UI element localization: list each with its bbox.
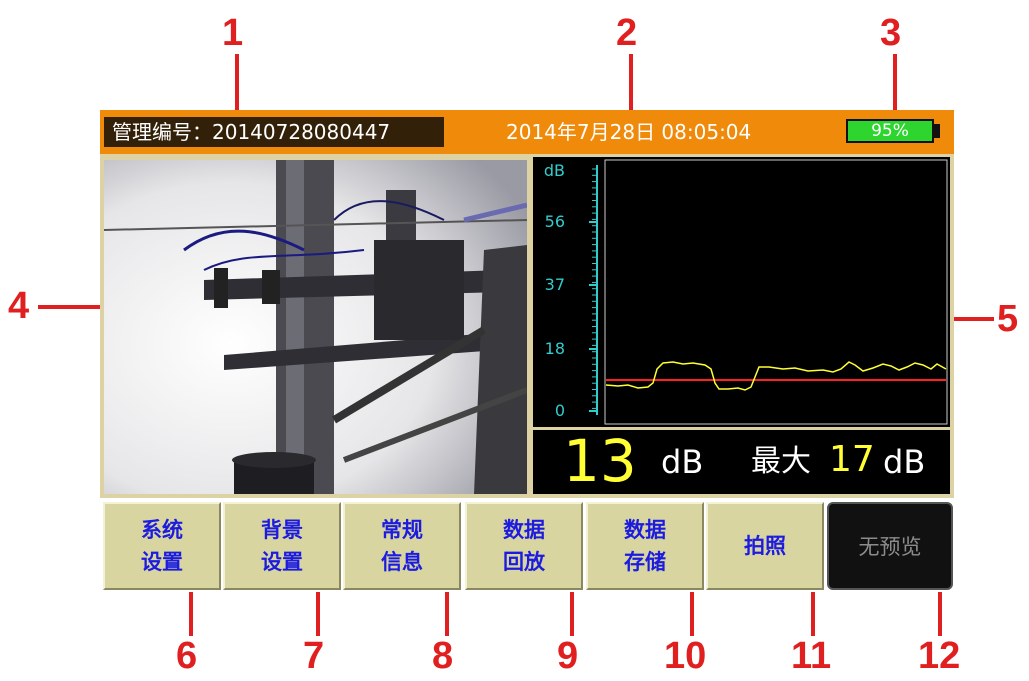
decibel-graph: dB 56 37 18 0	[533, 157, 950, 427]
data-storage-button[interactable]: 数据 存储	[586, 502, 704, 590]
callout-8-line	[445, 564, 449, 636]
background-settings-line1: 背景	[261, 518, 303, 542]
callout-12-line	[938, 556, 942, 636]
y-minor-ticks	[592, 168, 597, 409]
battery-icon	[846, 119, 934, 143]
general-info-button[interactable]: 常规 信息	[343, 502, 461, 590]
current-level-value: 13	[563, 427, 637, 495]
level-readout: 13 dB 最大 17 dB	[533, 427, 950, 495]
system-settings-line1: 系统	[141, 518, 183, 542]
y-tick-label-18: 18	[545, 339, 565, 358]
camera-view	[104, 160, 527, 494]
battery-level: 95%	[871, 121, 909, 141]
callout-1-line	[235, 54, 239, 120]
system-settings-button[interactable]: 系统 设置	[103, 502, 221, 590]
callout-9-line	[570, 564, 574, 636]
callout-9: 9	[557, 635, 579, 677]
signal-trace	[605, 361, 947, 391]
callout-7: 7	[303, 635, 325, 677]
datetime-display: 2014年7月28日 08:05:04	[506, 120, 752, 144]
background-settings-line2: 设置	[261, 550, 303, 574]
callout-3-line	[893, 54, 897, 120]
data-storage-line1: 数据	[624, 518, 666, 542]
y-tick-label-0: 0	[555, 401, 565, 420]
callout-12: 12	[918, 635, 961, 677]
general-info-line1: 常规	[381, 518, 423, 542]
callout-11: 11	[791, 635, 832, 677]
no-preview-button[interactable]: 无预览	[827, 502, 953, 590]
callout-5: 5	[997, 298, 1019, 340]
callout-7-line	[316, 564, 320, 636]
background-settings-button[interactable]: 背景 设置	[223, 502, 341, 590]
system-settings-line2: 设置	[141, 550, 183, 574]
battery-tip	[934, 124, 940, 138]
camera-image	[104, 160, 527, 494]
take-photo-label: 拍照	[744, 534, 786, 558]
management-id: 管理编号：20140728080447	[104, 117, 444, 147]
callout-8: 8	[432, 635, 454, 677]
current-level-unit: dB	[661, 443, 704, 481]
y-tick-label-37: 37	[545, 275, 565, 294]
callout-2-line	[629, 54, 633, 120]
callout-6: 6	[176, 635, 198, 677]
data-playback-line1: 数据	[503, 518, 545, 542]
callout-5-line	[940, 317, 994, 321]
take-photo-button[interactable]: 拍照	[706, 502, 824, 590]
decibel-graph-svg: dB 56 37 18 0	[544, 159, 948, 425]
max-level-unit: dB	[883, 443, 926, 481]
y-tick-label-56: 56	[545, 212, 565, 231]
data-storage-line2: 存储	[624, 550, 666, 574]
data-playback-line2: 回放	[503, 550, 545, 574]
callout-4: 4	[8, 285, 30, 327]
callout-3: 3	[880, 12, 902, 54]
callout-4-line	[38, 305, 140, 309]
callout-2: 2	[616, 12, 638, 54]
callout-1: 1	[222, 12, 244, 54]
general-info-line2: 信息	[381, 550, 423, 574]
y-axis-unit: dB	[544, 161, 565, 180]
max-level-label: 最大	[751, 444, 811, 479]
callout-11-line	[811, 564, 815, 636]
callout-10: 10	[664, 635, 707, 677]
y-major-ticks	[589, 221, 597, 412]
callout-10-line	[690, 564, 694, 636]
data-playback-button[interactable]: 数据 回放	[465, 502, 583, 590]
management-id-value: 20140728080447	[212, 120, 391, 144]
plot-area	[604, 159, 948, 425]
callout-6-line	[189, 570, 193, 636]
management-id-label: 管理编号：	[112, 120, 212, 144]
max-level-value: 17	[829, 439, 875, 480]
